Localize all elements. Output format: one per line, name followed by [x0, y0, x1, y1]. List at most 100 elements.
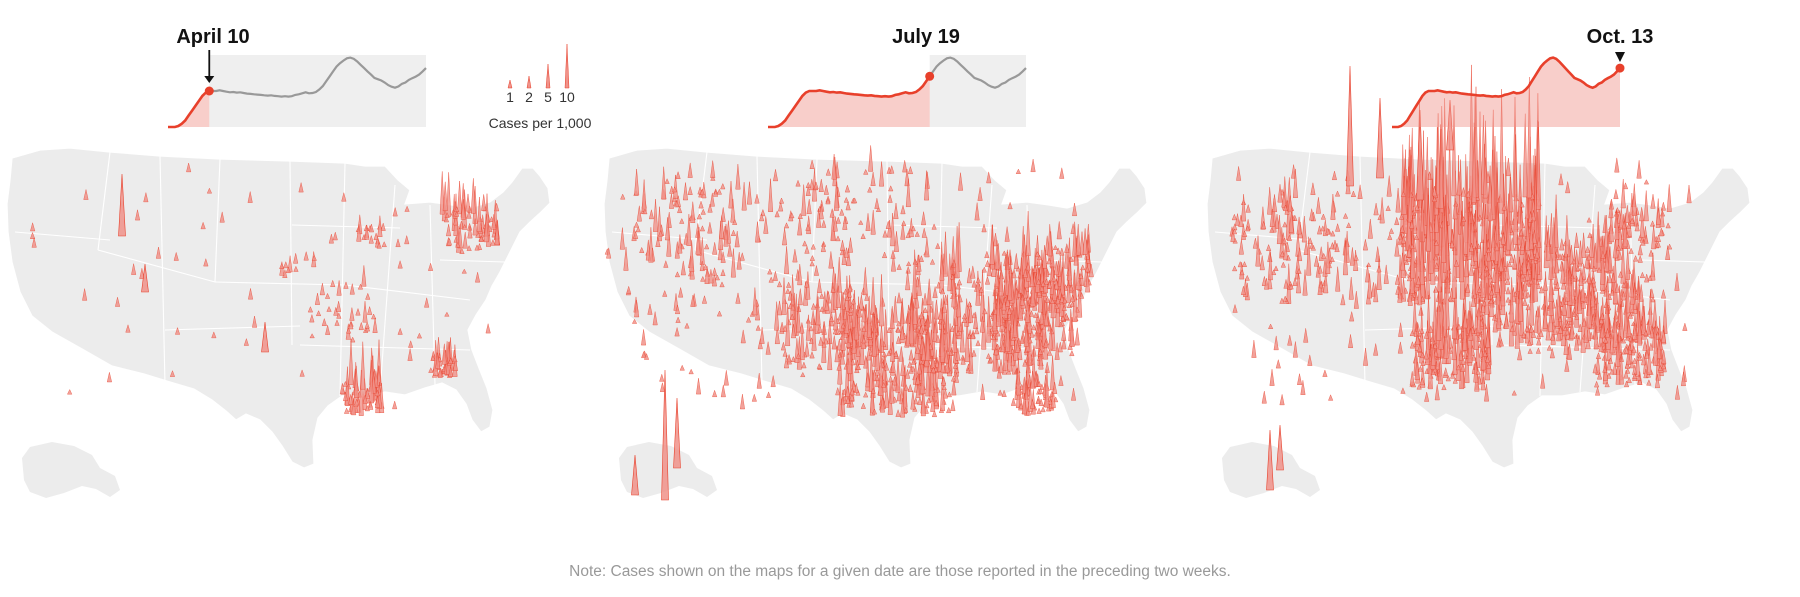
case-spike: [247, 288, 254, 300]
case-spike: [789, 313, 795, 320]
case-spike: [1674, 273, 1680, 291]
case-spike: [981, 266, 987, 273]
case-spike: [349, 283, 355, 295]
case-spike: [868, 353, 874, 392]
case-spike: [917, 327, 923, 346]
case-spike: [1005, 296, 1011, 307]
case-spike: [930, 366, 936, 373]
case-spike: [374, 395, 380, 408]
case-spike: [720, 182, 726, 190]
case-spike: [1237, 260, 1243, 268]
case-spike: [1528, 278, 1534, 285]
case-spike: [648, 227, 654, 263]
case-spike: [1406, 274, 1413, 282]
case-spike: [890, 254, 896, 272]
case-spike: [1607, 357, 1614, 364]
case-spike: [1328, 394, 1334, 401]
case-spike: [1599, 287, 1606, 294]
case-spike: [774, 326, 780, 345]
case-spike: [1273, 265, 1279, 271]
case-spike: [368, 360, 374, 404]
case-spike: [1279, 394, 1285, 406]
case-spike: [261, 321, 269, 353]
case-spike: [939, 254, 945, 281]
case-spike: [1417, 281, 1423, 306]
case-spike: [309, 313, 315, 323]
case-spike: [1553, 273, 1559, 285]
case-spike: [712, 242, 718, 255]
case-spike: [1461, 215, 1467, 222]
case-spike: [896, 386, 902, 402]
case-spike: [641, 329, 647, 346]
case-spike: [1476, 286, 1483, 293]
case-spike: [816, 278, 822, 294]
case-spike: [1462, 312, 1468, 351]
case-spike: [1505, 286, 1511, 295]
case-spike: [907, 360, 913, 368]
date-label-april: April 10: [176, 26, 249, 48]
case-spike: [1318, 281, 1324, 289]
case-spike: [1048, 325, 1054, 350]
footnote: Note: Cases shown on the maps for a give…: [569, 563, 1231, 580]
case-spike: [1050, 355, 1056, 391]
case-spike: [251, 315, 258, 328]
case-spike: [485, 323, 491, 334]
case-spike: [1050, 388, 1056, 409]
case-spike: [1088, 263, 1094, 278]
case-spike: [368, 400, 374, 410]
case-spike: [1022, 268, 1028, 278]
case-spike: [867, 186, 873, 193]
case-spike: [1376, 97, 1384, 179]
case-spike: [699, 188, 705, 196]
case-spike: [1626, 319, 1632, 337]
case-spike: [1581, 232, 1587, 258]
case-spike: [1040, 406, 1046, 413]
case-spike: [1000, 340, 1006, 353]
case-spike: [348, 320, 354, 330]
case-spike: [1525, 303, 1531, 311]
case-spike: [1525, 306, 1531, 344]
case-spike: [1665, 222, 1671, 229]
case-spike: [1546, 344, 1552, 351]
case-spike: [845, 200, 851, 211]
case-spike: [358, 370, 364, 416]
case-spike: [1242, 230, 1248, 237]
case-spike: [1522, 297, 1528, 306]
case-spike: [998, 261, 1004, 297]
case-spike: [1015, 168, 1021, 174]
case-spike: [714, 274, 720, 281]
case-spike: [1001, 250, 1007, 256]
case-spike: [675, 316, 681, 323]
case-spike: [1458, 210, 1464, 283]
case-spike: [941, 301, 948, 314]
case-spike: [978, 286, 984, 293]
case-spike: [1468, 328, 1474, 341]
case-spike: [1655, 208, 1661, 225]
case-spike: [944, 359, 950, 374]
case-spike: [1494, 260, 1500, 293]
case-spike: [1057, 342, 1063, 353]
case-spike: [1388, 227, 1395, 234]
case-spike: [1367, 218, 1373, 239]
case-spike: [801, 361, 807, 369]
case-spike: [930, 395, 936, 412]
legend-label-2: 2: [525, 89, 533, 105]
case-spike: [939, 375, 945, 411]
case-spike: [666, 228, 672, 257]
case-spike: [739, 251, 745, 261]
case-spike: [795, 305, 801, 333]
case-spike: [772, 271, 778, 281]
case-spike: [1636, 354, 1643, 361]
case-spike: [364, 388, 371, 400]
case-spike: [1325, 227, 1331, 235]
case-spike: [1021, 393, 1027, 415]
case-spike: [825, 197, 831, 205]
case-spike: [1637, 377, 1643, 385]
case-spike: [345, 327, 352, 334]
case-spike: [950, 399, 956, 412]
case-spike: [1446, 99, 1454, 151]
case-spike: [1451, 297, 1457, 340]
state-border: [344, 284, 471, 301]
case-spike: [1475, 330, 1481, 336]
case-spike: [452, 355, 458, 363]
